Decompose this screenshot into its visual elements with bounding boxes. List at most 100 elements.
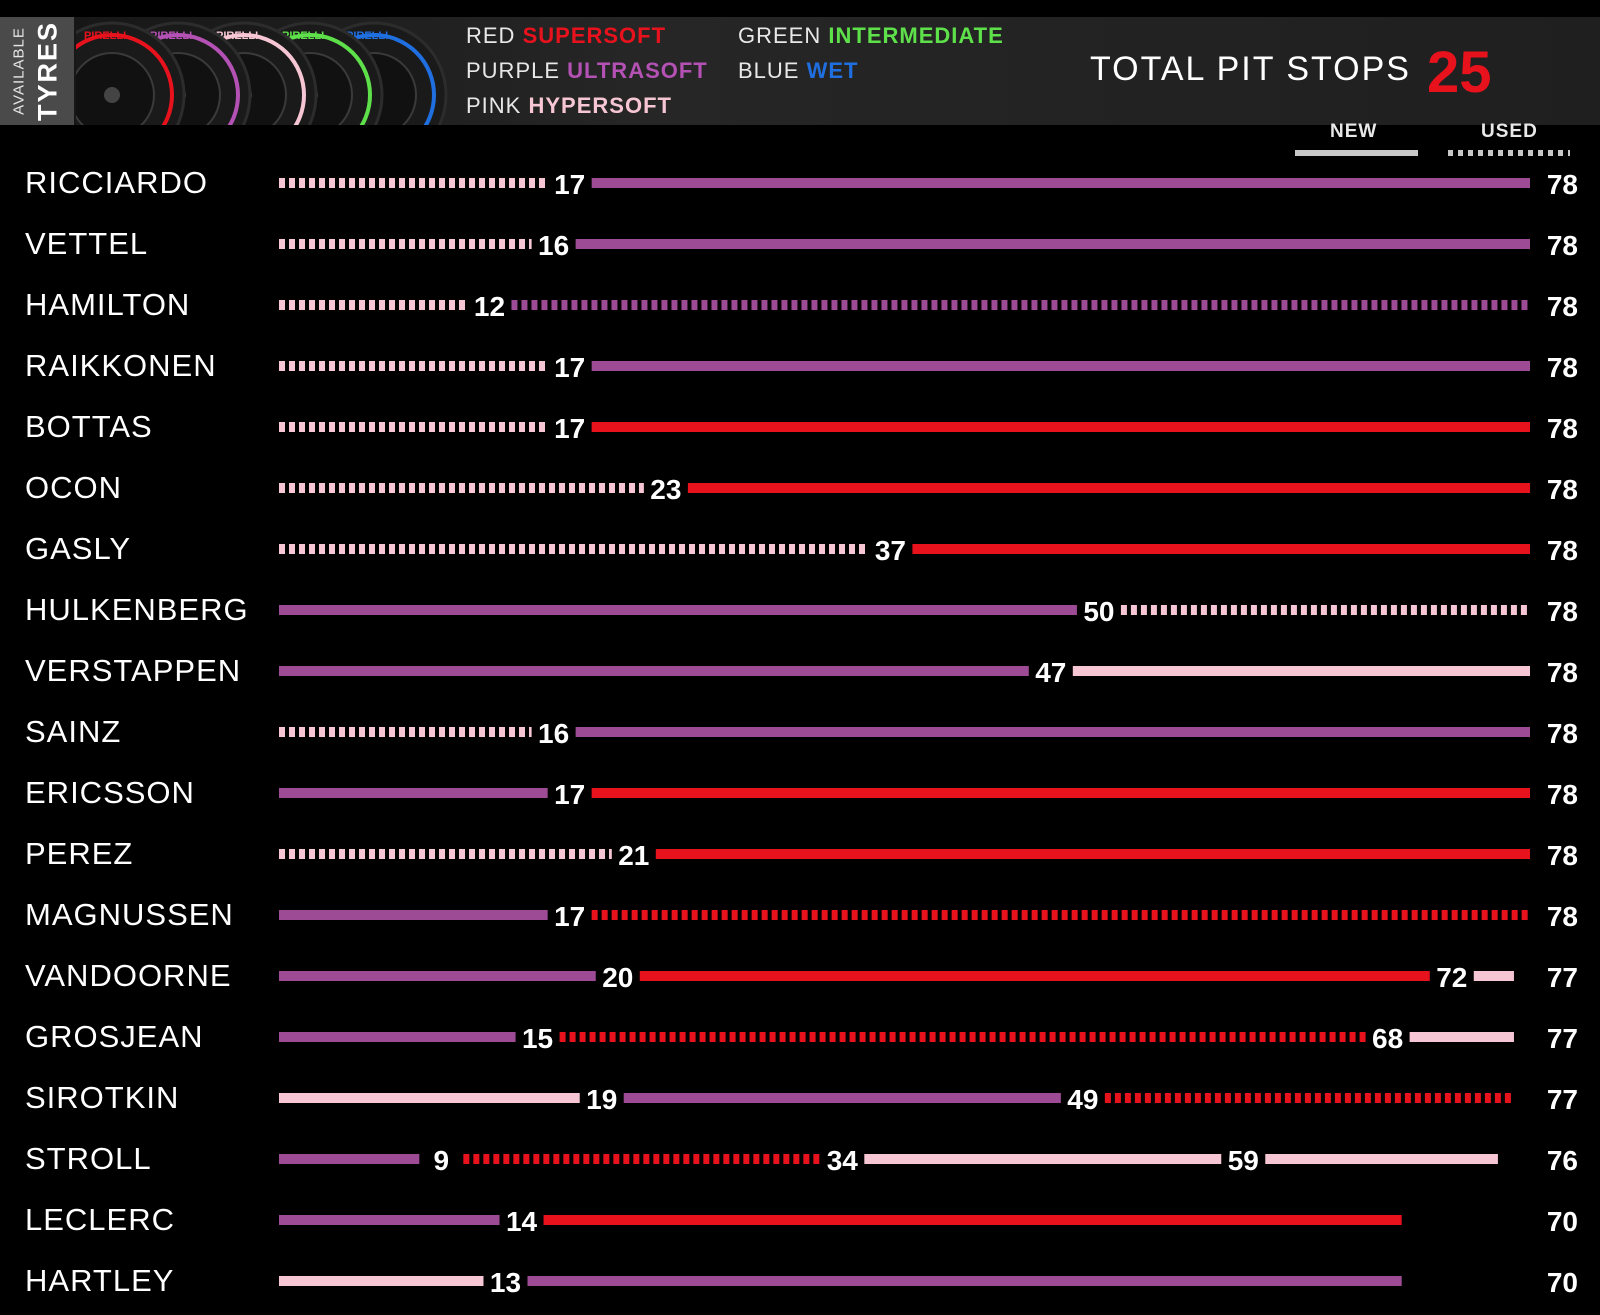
driver-name: RAIKKONEN [25, 348, 217, 383]
stint-bar [623, 1093, 1061, 1103]
pit-lap-label: 13 [490, 1267, 521, 1298]
driver-name: VETTEL [25, 226, 149, 261]
pit-lap-label: 14 [506, 1206, 538, 1237]
pit-lap-label: 50 [1083, 596, 1114, 627]
stint-bar [591, 788, 1530, 798]
available-tyres-badge: AVAILABLE TYRES [0, 17, 74, 125]
pit-lap-label: 20 [602, 962, 633, 993]
stint-bar [912, 544, 1530, 554]
legend-blue-word: BLUE [738, 58, 800, 83]
pit-lap-label: 17 [554, 352, 585, 383]
pit-lap-label: 17 [554, 901, 585, 932]
stint-bar [279, 1215, 500, 1225]
pit-lap-label: 15 [522, 1023, 553, 1054]
legend-purple-word: PURPLE [466, 58, 561, 83]
driver-name: VANDOORNE [25, 958, 232, 993]
stint-bar [591, 178, 1530, 188]
legend-blue: BLUE WET [738, 58, 859, 84]
driver-name: PEREZ [25, 836, 134, 871]
pit-lap-label: 59 [1228, 1145, 1259, 1176]
legend-green-word: GREEN [738, 23, 822, 48]
final-lap-label: 78 [1547, 840, 1578, 871]
pit-lap-label: 68 [1372, 1023, 1403, 1054]
pit-lap-label: 16 [538, 718, 569, 749]
legend-pink-compound: HYPERSOFT [528, 93, 672, 118]
driver-name: RICCIARDO [25, 165, 208, 200]
pit-lap-label: 17 [554, 779, 585, 810]
driver-name: SAINZ [25, 714, 122, 749]
pit-lap-label: 19 [586, 1084, 617, 1115]
final-lap-label: 78 [1547, 779, 1578, 810]
final-lap-label: 78 [1547, 474, 1578, 505]
pit-lap-label: 21 [618, 840, 649, 871]
legend-blue-compound: WET [806, 58, 859, 83]
stint-bar [279, 788, 548, 798]
total-pit-stops-label: TOTAL PIT STOPS [1090, 50, 1411, 88]
stint-bar [1265, 1154, 1498, 1164]
driver-name: ERICSSON [25, 775, 195, 810]
pit-lap-label: 17 [554, 413, 585, 444]
stint-bar [1072, 666, 1530, 676]
pit-lap-label: 34 [827, 1145, 859, 1176]
tyre-brand-text: PIRELLI [84, 30, 126, 42]
pit-lap-label: 12 [474, 291, 505, 322]
pit-lap-label: 47 [1035, 657, 1066, 688]
legend-green-compound: INTERMEDIATE [828, 23, 1004, 48]
final-lap-label: 70 [1547, 1267, 1578, 1298]
pit-lap-label: 49 [1067, 1084, 1098, 1115]
final-lap-label: 78 [1547, 413, 1578, 444]
stint-bar [279, 1032, 516, 1042]
tyre-brand-text: PIRELLI [150, 30, 192, 42]
stint-bar [1473, 971, 1514, 981]
total-pit-stops-value: 25 [1427, 40, 1492, 105]
driver-name: HULKENBERG [25, 592, 249, 627]
pit-lap-label: 72 [1436, 962, 1467, 993]
legend-pink: PINK HYPERSOFT [466, 93, 672, 119]
stint-bar [575, 727, 1530, 737]
stint-bar [279, 1154, 420, 1164]
stint-bar [279, 971, 596, 981]
legend-green: GREEN INTERMEDIATE [738, 23, 1004, 49]
driver-name: LECLERC [25, 1202, 175, 1237]
driver-name: MAGNUSSEN [25, 897, 234, 932]
legend-purple-compound: ULTRASOFT [567, 58, 708, 83]
final-lap-label: 70 [1547, 1206, 1578, 1237]
legend-red-compound: SUPERSOFT [522, 23, 667, 48]
stint-bar [279, 1276, 484, 1286]
stint-bar [591, 361, 1530, 371]
driver-name: HARTLEY [25, 1263, 175, 1298]
stint-bar [687, 483, 1530, 493]
final-lap-label: 76 [1547, 1145, 1578, 1176]
driver-name: HAMILTON [25, 287, 191, 322]
key-new-line [1295, 150, 1418, 156]
key-new-label: NEW [1330, 121, 1378, 142]
stint-bar [591, 422, 1530, 432]
key-used-line [1448, 150, 1570, 156]
stint-bar [543, 1215, 1402, 1225]
pit-lap-label: 37 [875, 535, 906, 566]
driver-name: GROSJEAN [25, 1019, 204, 1054]
tyre-icon: PIRELLI [76, 21, 186, 125]
pit-lap-label: 17 [554, 169, 585, 200]
stint-bar [279, 1093, 580, 1103]
final-lap-label: 78 [1547, 291, 1578, 322]
final-lap-label: 77 [1547, 1084, 1578, 1115]
final-lap-label: 78 [1547, 718, 1578, 749]
pit-lap-label: 23 [650, 474, 681, 505]
key-used-label: USED [1481, 121, 1538, 142]
header-banner: AVAILABLE TYRES PIRELLI PIRELLI PIRELLI PIR… [0, 17, 1600, 125]
legend-pink-word: PINK [466, 93, 522, 118]
driver-name: STROLL [25, 1141, 152, 1176]
stint-bar [864, 1154, 1222, 1164]
stint-bar [527, 1276, 1402, 1286]
legend-red: RED SUPERSOFT [466, 23, 666, 49]
driver-name: GASLY [25, 531, 132, 566]
pit-lap-label: 9 [434, 1145, 450, 1176]
final-lap-label: 78 [1547, 596, 1578, 627]
driver-name: OCON [25, 470, 122, 505]
legend-red-word: RED [466, 23, 516, 48]
driver-name: VERSTAPPEN [25, 653, 242, 688]
final-lap-label: 78 [1547, 352, 1578, 383]
